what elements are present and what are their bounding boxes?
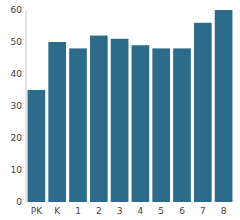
bar <box>173 48 191 202</box>
bars <box>28 10 233 202</box>
x-tick-label: 5 <box>158 206 164 216</box>
x-tick-label: 8 <box>221 206 227 216</box>
bar <box>69 48 87 202</box>
bar <box>152 48 170 202</box>
x-tick-label: 1 <box>75 206 81 216</box>
y-tick-label: 40 <box>11 69 23 79</box>
y-tick-label: 10 <box>11 165 23 175</box>
bar <box>194 23 212 202</box>
y-axis-line <box>26 10 27 202</box>
bar <box>90 36 108 202</box>
x-tick-label: 6 <box>179 206 185 216</box>
x-tick-label: 7 <box>200 206 206 216</box>
bar <box>111 39 129 202</box>
x-tick-label: 4 <box>138 206 144 216</box>
y-tick-label: 60 <box>11 5 23 15</box>
y-tick-label: 50 <box>11 37 23 47</box>
chart-container: 0 10 20 30 40 50 60 PK K 1 2 3 4 5 6 7 8 <box>0 0 240 220</box>
bar <box>48 42 66 202</box>
y-tick-label: 30 <box>11 101 23 111</box>
x-tick-label: 2 <box>96 206 102 216</box>
y-tick-label: 20 <box>11 133 23 143</box>
x-tick-label: 3 <box>117 206 123 216</box>
x-tick-label: K <box>54 206 61 216</box>
bar <box>28 90 46 202</box>
x-tick-label: PK <box>31 206 43 216</box>
y-tick-label: 0 <box>16 197 22 207</box>
bar <box>215 10 233 202</box>
chart: 0 10 20 30 40 50 60 PK K 1 2 3 4 5 6 7 8 <box>0 0 240 220</box>
bar <box>132 45 150 202</box>
